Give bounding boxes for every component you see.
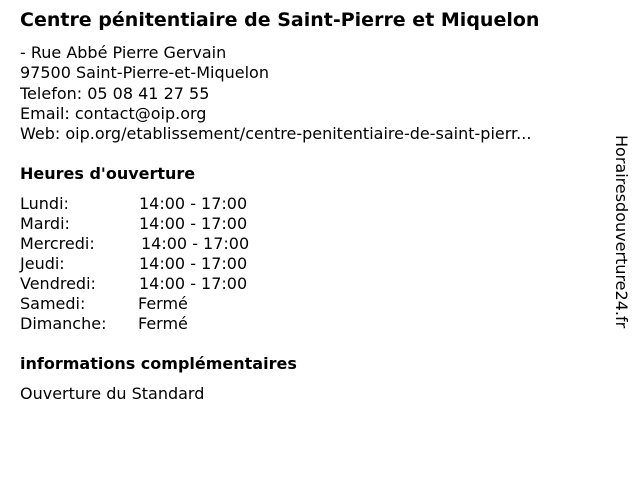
time: 14:00 - 17:00: [141, 234, 250, 253]
email: Email: contact@oip.org: [20, 103, 207, 123]
hours-row: Samedi: Fermé: [20, 294, 249, 314]
phone: Telefon: 05 08 41 27 55: [20, 83, 210, 103]
hours-row: Mardi: 14:00 - 17:00: [20, 214, 249, 234]
day: Jeudi:: [20, 254, 65, 273]
day: Samedi:: [20, 294, 86, 313]
extra-text: Ouverture du Standard: [20, 384, 205, 403]
day: Dimanche:: [20, 314, 107, 333]
time: Fermé: [138, 294, 188, 313]
time: 14:00 - 17:00: [139, 194, 248, 213]
hours-table: Lundi: 14:00 - 17:00 Mardi: 14:00 - 17:00 …: [20, 194, 249, 334]
day: Mardi:: [20, 214, 70, 233]
hours-row: Jeudi: 14:00 - 17:00: [20, 254, 249, 274]
hours-row: Mercredi: 14:00 - 17:00: [20, 234, 249, 254]
time: 14:00 - 17:00: [139, 214, 248, 233]
time: 14:00 - 17:00: [139, 254, 248, 273]
hours-heading: Heures d'ouverture: [20, 164, 196, 183]
page-title: Centre pénitentiaire de Saint-Pierre et …: [20, 9, 540, 31]
time: Fermé: [138, 314, 188, 333]
hours-row: Vendredi: 14:00 - 17:00: [20, 274, 249, 294]
hours-row: Lundi: 14:00 - 17:00: [20, 194, 249, 214]
city: 97500 Saint-Pierre-et-Miquelon: [20, 63, 269, 83]
watermark: Horairesdouverture24.fr: [612, 135, 631, 329]
street: - Rue Abbé Pierre Gervain: [20, 43, 227, 62]
web: Web: oip.org/etablissement/centre-penite…: [20, 124, 532, 144]
day: Vendredi:: [20, 274, 96, 293]
day: Lundi:: [20, 194, 69, 213]
time: 14:00 - 17:00: [139, 274, 248, 293]
hours-row: Dimanche: Fermé: [20, 314, 249, 334]
day: Mercredi:: [20, 234, 95, 253]
address-block: - Rue Abbé Pierre Gervain 97500 Saint-Pi…: [20, 43, 531, 144]
extra-heading: informations complémentaires: [20, 354, 297, 373]
